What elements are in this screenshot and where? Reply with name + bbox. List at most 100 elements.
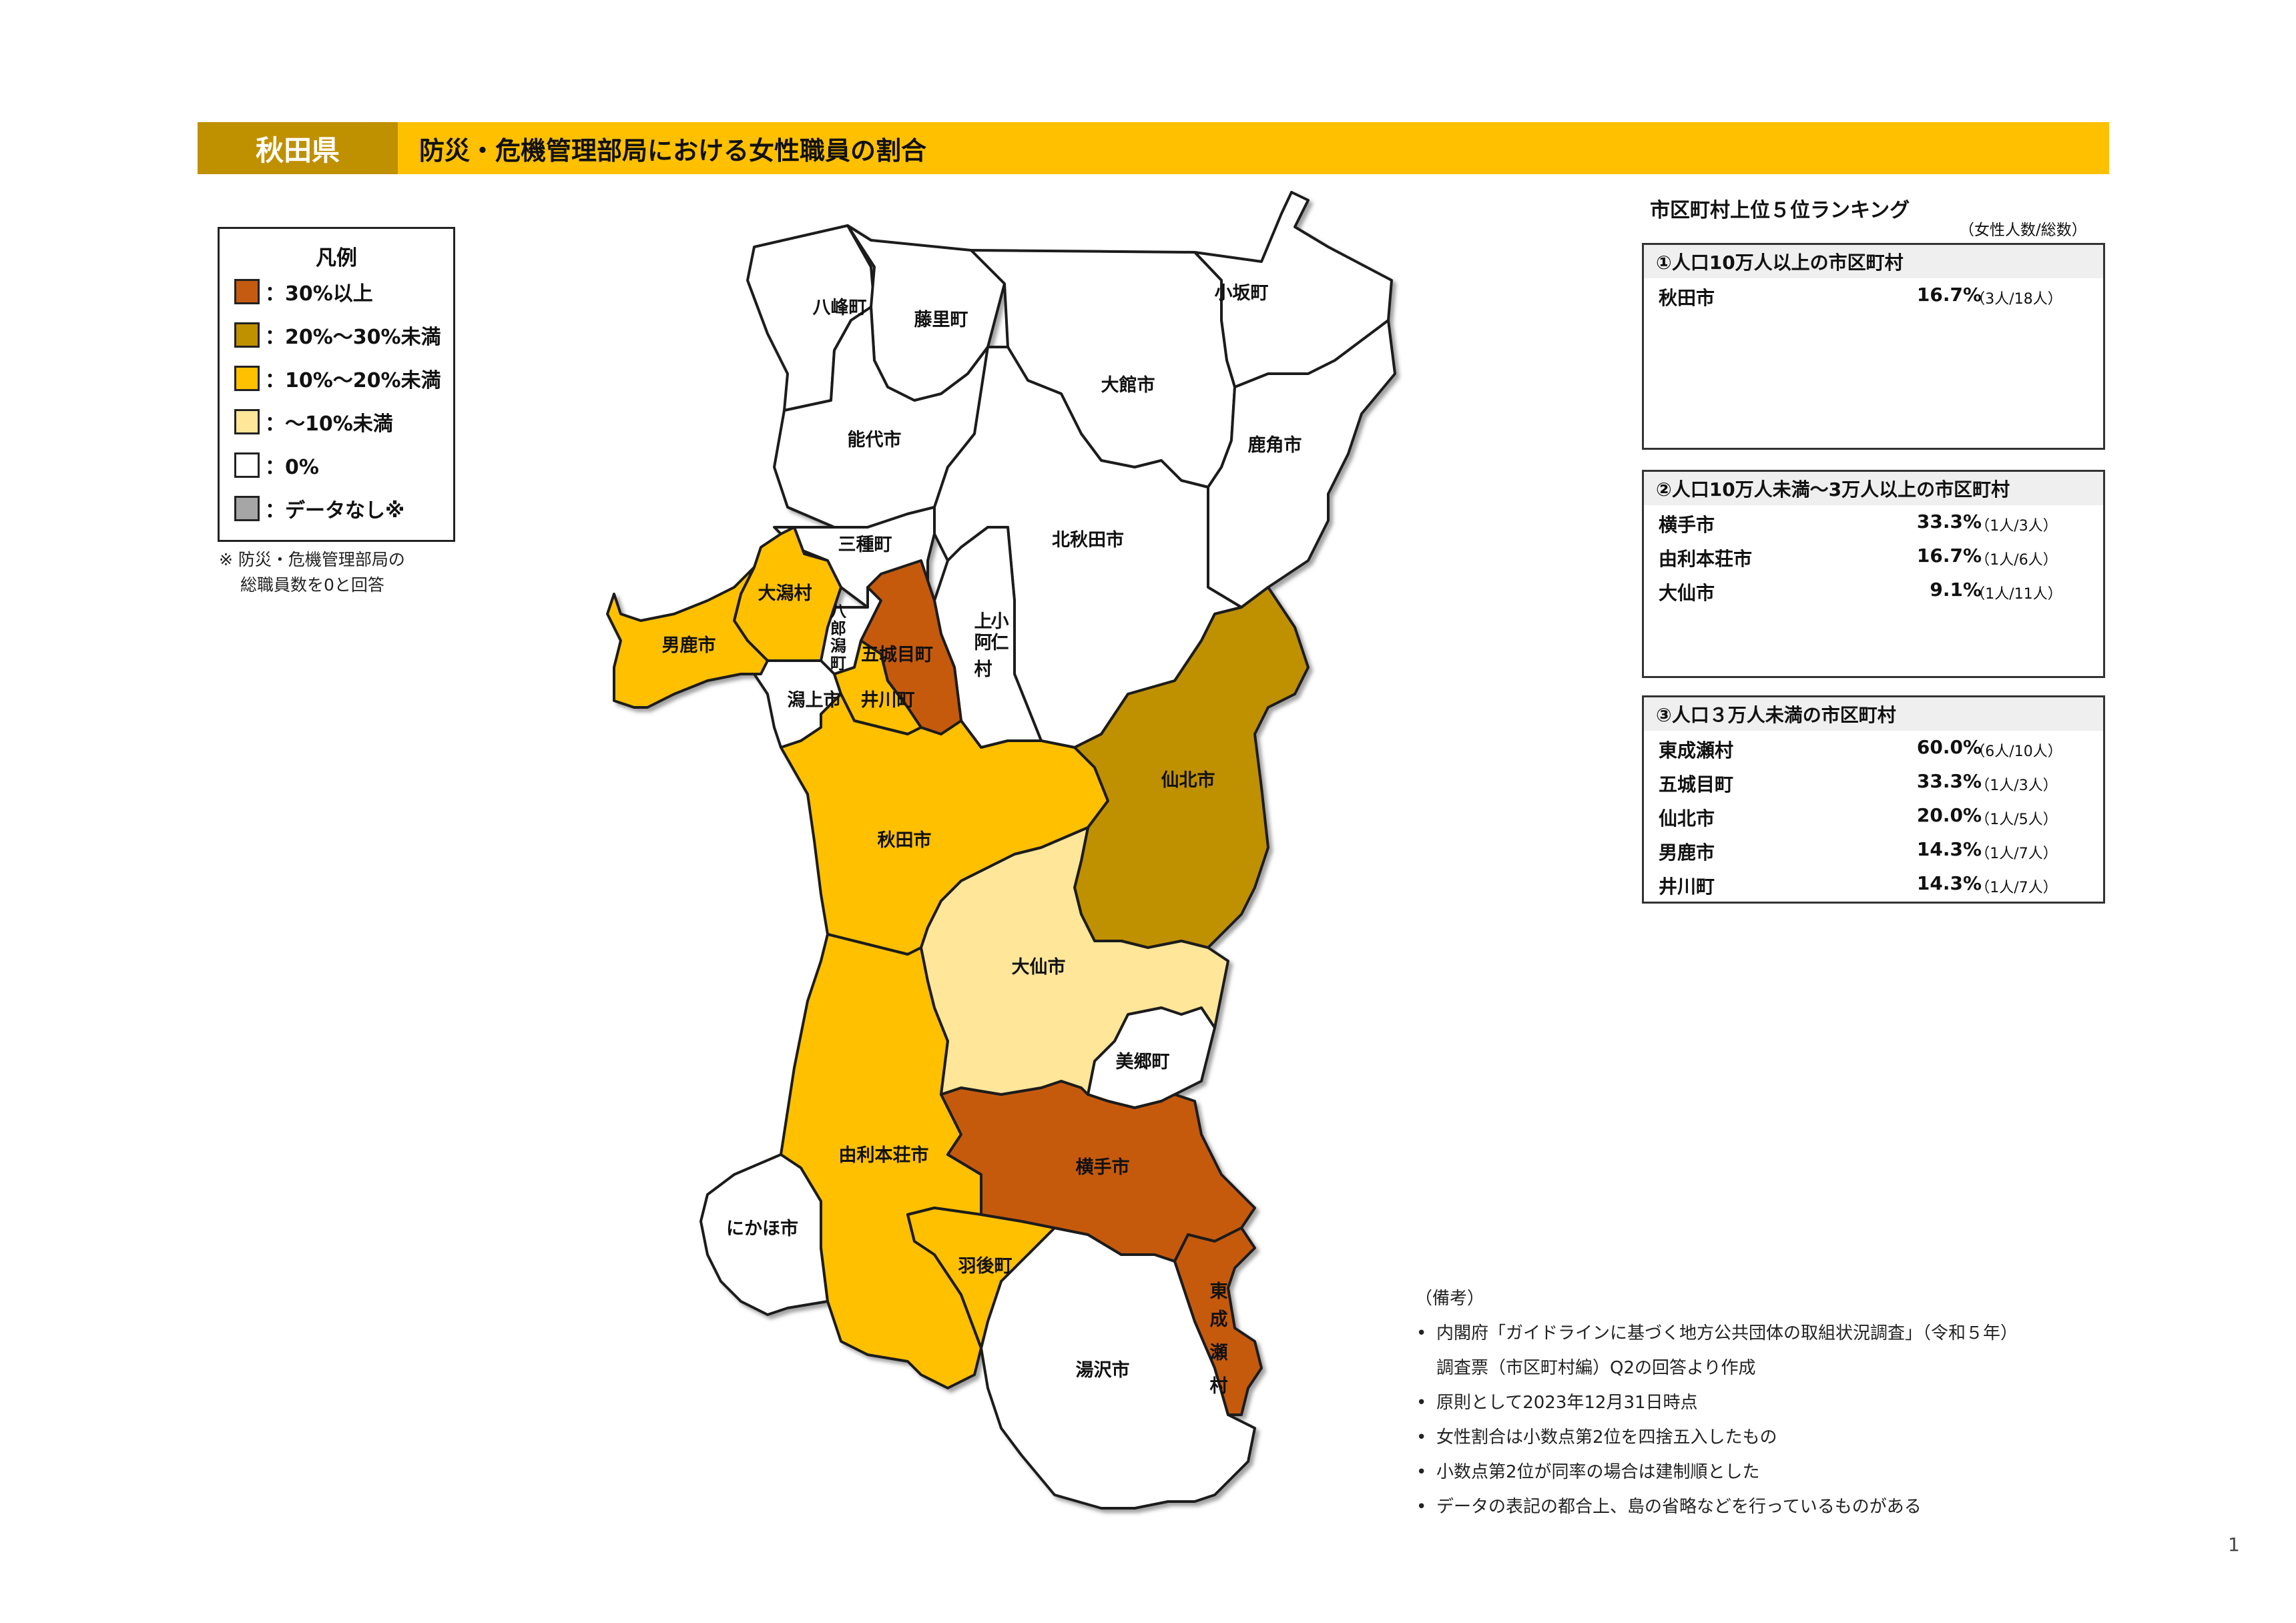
note-text: 小数点第2位が同率の場合は建制順とした xyxy=(1436,1462,1760,1482)
note-item-continuation: 調査票（市区町村編）Q2の回答より作成 xyxy=(1415,1351,2018,1385)
ranking-row: 由利本荘市 16.7% （1人/6人） xyxy=(1644,539,2103,573)
label-kitaakita: 北秋田市 xyxy=(1052,529,1124,551)
ranking-name: 大仙市 xyxy=(1659,582,1715,604)
ranking-count: （1人/11人） xyxy=(1970,586,2062,603)
label-mitane: 三種町 xyxy=(838,535,892,555)
label-kosaka: 小坂町 xyxy=(1215,283,1269,304)
note-item: • 女性割合は小数点第2位を四捨五入したもの xyxy=(1415,1420,2018,1455)
label-odate: 大館市 xyxy=(1101,374,1155,396)
ranking-row: 大仙市 9.1% （1人/11人） xyxy=(1644,573,2103,607)
legend-item-30plus: ：30%以上 xyxy=(234,277,373,306)
ranking-count: （6人/10人） xyxy=(1970,743,2062,760)
ranking-name: 男鹿市 xyxy=(1659,842,1715,864)
label-hachirogata-2: 郎 xyxy=(830,619,846,638)
note-text: 原則として2023年12月31日時点 xyxy=(1436,1393,1698,1413)
ranking-count: （1人/3人） xyxy=(1975,518,2058,535)
ranking-row: 秋田市 16.7% （3人/18人） xyxy=(1644,278,2103,312)
ranking-name: 横手市 xyxy=(1659,514,1715,536)
ranking-pct: 14.3% xyxy=(1916,838,1982,860)
page-number: 1 xyxy=(2228,1534,2240,1556)
label-kamikoani-3: 阿 xyxy=(974,633,992,653)
ranking-count: （1人/6人） xyxy=(1975,552,2058,569)
label-yokote: 横手市 xyxy=(1076,1157,1130,1178)
legend-label: ：～10%未満 xyxy=(265,412,393,436)
region-oga xyxy=(606,566,769,709)
ranking-group-title: ①人口10万人以上の市区町村 xyxy=(1644,245,2103,278)
legend-swatch xyxy=(234,409,260,434)
legend-footnote: ※ 防災・危機管理部局の 総職員数を0と回答 xyxy=(219,547,405,598)
label-fujisato: 藤里町 xyxy=(914,310,968,330)
region-higashinaruse xyxy=(1173,1227,1263,1416)
legend-item-10-20: ：10%～20%未満 xyxy=(234,364,441,393)
legend-item-under10: ：～10%未満 xyxy=(234,407,393,436)
ranking-row: 東成瀬村 60.0% （6人/10人） xyxy=(1644,731,2103,765)
legend-label: ：10%～20%未満 xyxy=(265,369,441,392)
ranking-unit-note: （女性人数/総数） xyxy=(1959,222,2087,239)
label-yuzawa: 湯沢市 xyxy=(1076,1359,1130,1381)
label-higashinaruse-1: 東 xyxy=(1210,1281,1228,1302)
map-legend: 凡例 ：30%以上 ：20%～30%未満 ：10%～20%未満 ：～10%未満 … xyxy=(218,227,455,542)
ranking-name: 東成瀬村 xyxy=(1659,739,1734,761)
label-higashinaruse-2: 成 xyxy=(1210,1309,1228,1330)
note-item: • 小数点第2位が同率の場合は建制順とした xyxy=(1415,1455,2018,1490)
label-hachirogata-1: 八 xyxy=(830,602,847,621)
ranking-name: 仙北市 xyxy=(1659,807,1715,830)
notes-heading: （備考） xyxy=(1415,1289,1485,1309)
label-higashinaruse-4: 村 xyxy=(1210,1376,1228,1397)
note-text: データの表記の都合上、島の省略などを行っているものがある xyxy=(1436,1497,1922,1517)
label-kamikoani-4: 仁 xyxy=(991,633,1009,653)
legend-label: ：0% xyxy=(265,456,319,479)
ranking-row: 井川町 14.3% （1人/7人） xyxy=(1644,867,2103,901)
label-oga: 男鹿市 xyxy=(662,635,716,656)
region-gojome xyxy=(860,559,962,735)
ranking-pct: 16.7% xyxy=(1916,545,1982,567)
ranking-pct: 14.3% xyxy=(1916,872,1982,894)
ranking-pct: 60.0% xyxy=(1916,736,1982,758)
legend-footnote-line1: ※ 防災・危機管理部局の xyxy=(219,550,405,569)
label-yurihonjo: 由利本荘市 xyxy=(839,1145,929,1166)
bullet-icon: • xyxy=(1416,1462,1427,1482)
title-bar: 秋田県 防災・危機管理部局における女性職員の割合 xyxy=(198,122,2109,174)
legend-item-zero: ：0% xyxy=(234,450,319,480)
ranking-count: （3人/18人） xyxy=(1970,291,2062,308)
label-higashinaruse-3: 瀬 xyxy=(1210,1343,1228,1363)
ranking-name: 秋田市 xyxy=(1659,287,1715,309)
note-text: 調査票（市区町村編）Q2の回答より作成 xyxy=(1436,1358,1756,1378)
label-semboku: 仙北市 xyxy=(1161,769,1215,791)
label-ogata: 大潟村 xyxy=(758,583,812,604)
bullet-icon: • xyxy=(1416,1393,1427,1413)
legend-footnote-line2: 総職員数を0と回答 xyxy=(240,575,384,595)
label-misato: 美郷町 xyxy=(1116,1051,1170,1072)
legend-label: ：30%以上 xyxy=(265,282,373,306)
bullet-icon: • xyxy=(1416,1427,1427,1447)
note-text: 女性割合は小数点第2位を四捨五入したもの xyxy=(1436,1427,1777,1447)
ranking-title: 市区町村上位５位ランキング xyxy=(1650,199,1910,222)
legend-swatch xyxy=(234,279,260,304)
page-title: 防災・危機管理部局における女性職員の割合 xyxy=(419,135,927,166)
label-nikaho: にかほ市 xyxy=(726,1218,798,1239)
ranking-group-small: ③人口３万人未満の市区町村 東成瀬村 60.0% （6人/10人） 五城目町 3… xyxy=(1642,695,2105,904)
ranking-group-large: ①人口10万人以上の市区町村 秋田市 16.7% （3人/18人） xyxy=(1642,243,2105,450)
note-item: • 内閣府「ガイドラインに基づく地方公共団体の取組状況調査」（令和５年） xyxy=(1415,1316,2018,1351)
ranking-pct: 16.7% xyxy=(1916,284,1982,306)
legend-title: 凡例 xyxy=(316,246,357,270)
label-kamikoani-1: 上 xyxy=(974,611,992,632)
label-hachirogata-3: 潟 xyxy=(830,637,846,655)
ranking-row: 横手市 33.3% （1人/3人） xyxy=(1644,505,2103,539)
label-daisen: 大仙市 xyxy=(1012,956,1066,978)
legend-swatch xyxy=(234,366,260,391)
prefecture-label: 秋田県 xyxy=(198,122,398,174)
legend-swatch xyxy=(234,452,260,478)
label-hachirogata-4: 町 xyxy=(830,654,846,673)
bullet-icon: • xyxy=(1416,1497,1427,1517)
ranking-row: 仙北市 20.0% （1人/5人） xyxy=(1644,799,2103,833)
legend-label: ：データなし※ xyxy=(265,499,405,523)
legend-swatch xyxy=(234,322,260,348)
label-happo: 八峰町 xyxy=(813,298,867,318)
legend-swatch xyxy=(234,496,260,521)
ranking-name: 由利本荘市 xyxy=(1659,548,1753,570)
ranking-count: （1人/7人） xyxy=(1975,880,2058,896)
label-ugo: 羽後町 xyxy=(958,1256,1013,1277)
label-noshiro: 能代市 xyxy=(848,429,902,450)
ranking-pct: 33.3% xyxy=(1916,511,1982,533)
